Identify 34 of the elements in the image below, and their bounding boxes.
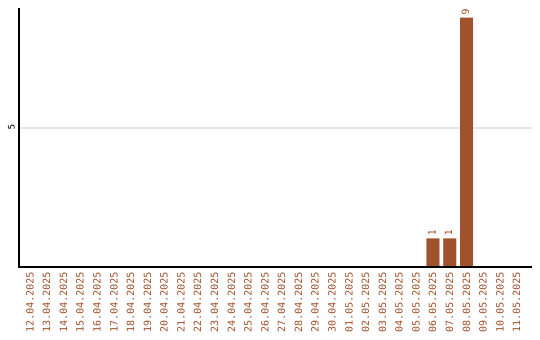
x-tick-label: 15.04.2025 xyxy=(76,272,87,332)
y-tick-label: 5 xyxy=(8,124,18,130)
x-tick-label: 01.05.2025 xyxy=(344,272,356,332)
x-tick-label: 27.04.2025 xyxy=(277,272,288,332)
x-tick-label: 26.04.2025 xyxy=(260,272,272,332)
x-tick-label: 19.04.2025 xyxy=(142,272,154,332)
x-tick-label: 13.04.2025 xyxy=(42,272,54,332)
data-label: 1 xyxy=(444,229,456,236)
x-tick-label: 24.04.2025 xyxy=(226,272,238,332)
x-tick-label: 05.05.2025 xyxy=(411,272,422,332)
x-tick-label: 25.04.2025 xyxy=(244,272,255,332)
x-tick-label: 11.05.2025 xyxy=(512,272,524,332)
x-tick-label: 16.04.2025 xyxy=(92,272,104,332)
x-tick-label: 12.04.2025 xyxy=(25,272,36,332)
x-tick-label: 28.04.2025 xyxy=(294,272,305,332)
data-label: 9 xyxy=(461,8,472,15)
x-tick-label: 20.04.2025 xyxy=(160,272,171,332)
x-tick-label: 08.05.2025 xyxy=(462,272,473,332)
x-tick-label: 29.04.2025 xyxy=(310,272,322,332)
x-tick-label: 18.04.2025 xyxy=(126,272,138,332)
x-tick-label: 17.04.2025 xyxy=(109,272,120,332)
x-tick-label: 14.04.2025 xyxy=(58,272,70,332)
x-tick-label: 03.05.2025 xyxy=(378,272,389,332)
x-tick-label: 22.04.2025 xyxy=(193,272,204,332)
x-tick-label: 07.05.2025 xyxy=(444,272,456,332)
x-tick-label: 23.04.2025 xyxy=(210,272,221,332)
x-tick-label: 10.05.2025 xyxy=(495,272,506,332)
x-tick-label: 09.05.2025 xyxy=(478,272,490,332)
x-tick-label: 21.04.2025 xyxy=(176,272,188,332)
x-tick-label: 06.05.2025 xyxy=(428,272,440,332)
x-tick-label: 30.04.2025 xyxy=(327,272,338,332)
x-tick-label: 04.05.2025 xyxy=(394,272,406,332)
x-tick-label: 02.05.2025 xyxy=(361,272,372,332)
data-label: 1 xyxy=(427,229,438,236)
